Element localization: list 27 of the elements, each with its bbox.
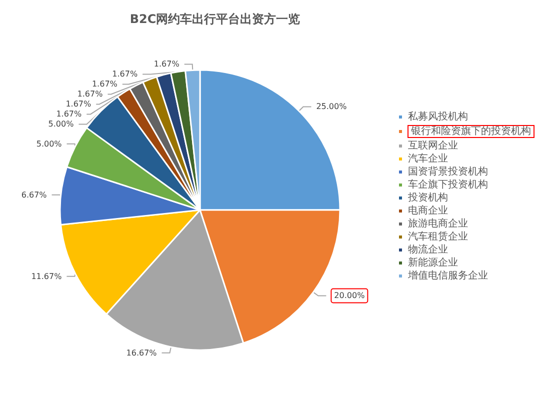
data-label: 1.67% <box>154 60 180 69</box>
legend-label: 电商企业 <box>408 204 448 216</box>
data-label: 5.00% <box>36 139 62 148</box>
data-label: 20.00% <box>334 291 366 300</box>
legend-label: 增值电信服务企业 <box>407 270 488 282</box>
data-label: 6.67% <box>21 190 48 200</box>
legend-label: 私募风投机构 <box>408 110 468 122</box>
data-label: 16.67% <box>126 348 158 358</box>
data-label: 25.00% <box>316 102 348 112</box>
chart-title: B2C网约车出行平台出资方一览 <box>130 12 300 26</box>
data-label: 1.67% <box>92 80 118 89</box>
data-label: 1.67% <box>112 70 138 79</box>
data-label: 1.67% <box>77 90 104 99</box>
legend-label: 互联网企业 <box>408 140 458 152</box>
legend-label: 新能源企业 <box>408 256 458 268</box>
legend-label: 银行和险资旗下的投资机构 <box>410 125 531 137</box>
data-label: 5.00% <box>48 120 74 129</box>
legend-label: 汽车企业 <box>408 152 448 164</box>
legend-label: 国资背景投资机构 <box>408 166 488 178</box>
data-label: 11.67% <box>31 272 62 281</box>
legend-label: 物流企业 <box>408 244 448 256</box>
legend-label: 车企旗下投资机构 <box>408 178 488 190</box>
data-label: 1.67% <box>66 100 92 109</box>
legend-label: 旅游电商企业 <box>408 218 468 230</box>
data-label: 1.67% <box>56 110 82 119</box>
legend-label: 投资机构 <box>407 192 448 204</box>
legend-label: 汽车租赁企业 <box>408 230 468 242</box>
